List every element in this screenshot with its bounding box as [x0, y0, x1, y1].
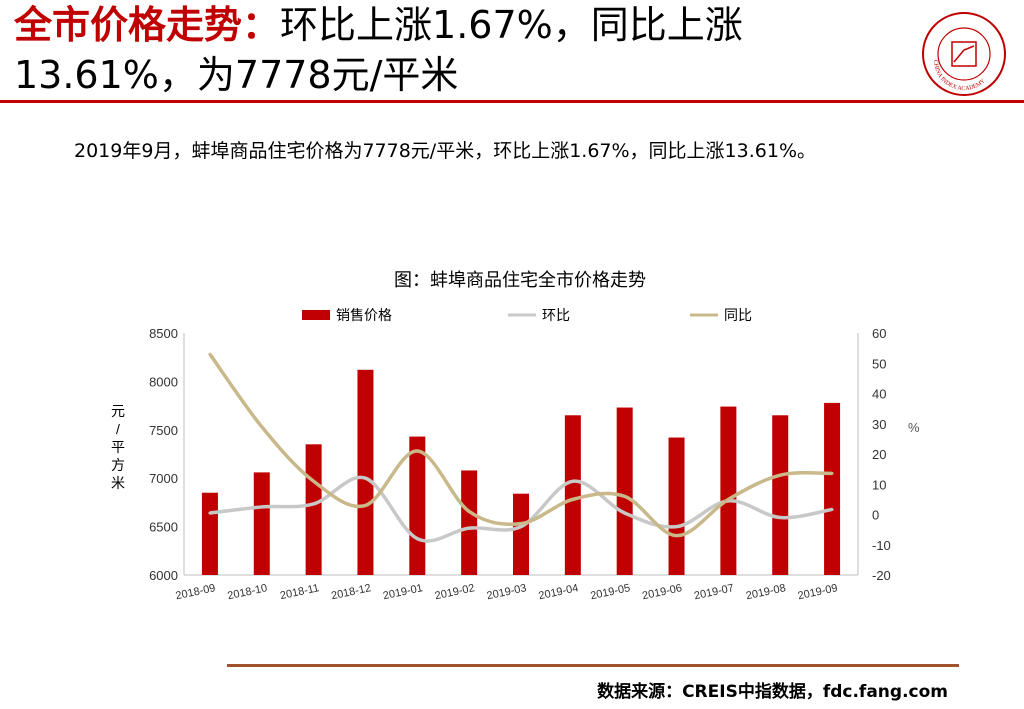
- y2-tick-label: 60: [872, 326, 886, 341]
- data-source: 数据来源：CREIS中指数据，fdc.fang.com: [597, 682, 948, 702]
- x-tick-label: 2018-09: [175, 582, 217, 602]
- x-tick-label: 2018-10: [226, 582, 268, 602]
- bar-series-price: [201, 369, 841, 575]
- bar-2019-03: [513, 493, 529, 575]
- x-tick-label: 2019-08: [745, 582, 787, 602]
- bar-2019-07: [720, 406, 737, 575]
- footer-divider: [227, 664, 959, 667]
- china-index-academy-logo: CHINA INDEX ACADEMY: [922, 12, 1006, 96]
- y2-tick-label: 50: [872, 356, 886, 371]
- summary-text: 2019年9月，蚌埠商品住宅价格为7778元/平米，环比上涨1.67%，同比上涨…: [74, 140, 817, 162]
- point-mom-2018-09: [208, 511, 212, 515]
- point-yoy-2019-09: [830, 471, 834, 475]
- y-tick-label: 7000: [149, 471, 178, 486]
- legend-label-mom: 环比: [542, 307, 570, 323]
- point-yoy-2019-04: [571, 497, 575, 501]
- point-yoy-2018-12: [363, 503, 367, 507]
- point-mom-2018-10: [260, 505, 264, 509]
- x-tick-label: 2019-06: [641, 582, 683, 602]
- bar-2019-08: [772, 415, 789, 575]
- point-mom-2019-08: [778, 516, 782, 520]
- y-tick-label: 6500: [149, 520, 178, 535]
- legend-label-yoy: 同比: [724, 307, 752, 323]
- x-tick-label: 2018-12: [330, 582, 372, 602]
- y2-tick-label: 0: [872, 508, 879, 523]
- bar-2019-02: [461, 470, 478, 575]
- y2-tick-label: 20: [872, 447, 886, 462]
- point-mom-2019-06: [675, 525, 679, 529]
- y-tick-label: 7500: [149, 423, 178, 438]
- x-tick-label: 2019-04: [537, 582, 579, 602]
- point-yoy-2019-02: [467, 509, 471, 513]
- point-yoy-2019-06: [675, 534, 679, 538]
- bar-2019-04: [564, 415, 581, 575]
- x-tick-label: 2019-09: [797, 582, 839, 602]
- x-tick-label: 2019-02: [434, 582, 476, 602]
- point-mom-2019-09: [830, 507, 834, 511]
- bar-2019-09: [824, 402, 841, 575]
- y2-tick-label: 10: [872, 477, 886, 492]
- point-yoy-2019-01: [415, 449, 419, 453]
- line-yoy: [208, 353, 833, 538]
- point-yoy-2019-07: [726, 497, 730, 501]
- bar-2019-05: [616, 407, 633, 575]
- point-mom-2019-05: [623, 511, 627, 515]
- x-tick-label: 2019-07: [693, 582, 735, 602]
- point-mom-2019-02: [467, 526, 471, 530]
- x-tick-label: 2019-05: [589, 582, 631, 602]
- title-divider: [0, 100, 1024, 103]
- point-mom-2019-03: [519, 525, 523, 529]
- point-yoy-2018-09: [208, 352, 212, 356]
- price-trend-chart: 图：蚌埠商品住宅全市价格走势 销售价格 环比 同比 元/平方米 % 8500 80…: [111, 270, 920, 602]
- page-title-highlight: 全市价格走势：: [14, 3, 281, 47]
- x-tick-label: 2018-11: [279, 582, 320, 602]
- chart-legend: 销售价格 环比 同比: [302, 307, 752, 323]
- point-yoy-2019-08: [778, 473, 782, 477]
- y2-tick-label: -20: [872, 568, 891, 583]
- bar-2018-11: [305, 444, 322, 575]
- y2-tick-label: -10: [872, 538, 891, 553]
- point-yoy-2018-10: [260, 425, 264, 429]
- page-title-rest: 环比上涨1.67%，同比上涨13.61%，为7778元/平米: [14, 3, 743, 97]
- bar-2018-10: [253, 472, 270, 575]
- point-yoy-2019-05: [623, 494, 627, 498]
- y-tick-label: 8000: [149, 374, 178, 389]
- point-mom-2019-01: [415, 537, 419, 541]
- page-title: 全市价格走势：环比上涨1.67%，同比上涨13.61%，为7778元/平米: [14, 0, 894, 100]
- bar-2019-06: [668, 437, 685, 575]
- legend-label-price: 销售价格: [336, 307, 392, 323]
- y-axis-label: 元/平方米: [111, 403, 125, 491]
- line-series: [208, 352, 834, 543]
- bar-2018-09: [201, 492, 218, 575]
- point-yoy-2019-03: [519, 522, 523, 526]
- point-mom-2018-11: [312, 502, 316, 506]
- y2-axis-label: %: [908, 420, 920, 435]
- y2-tick-label: 30: [872, 417, 886, 432]
- y-tick-label: 8500: [149, 326, 178, 341]
- chart-title: 图：蚌埠商品住宅全市价格走势: [394, 270, 646, 290]
- x-tick-label: 2019-03: [486, 582, 528, 602]
- bar-2018-12: [357, 369, 374, 575]
- x-tick-label: 2019-01: [382, 582, 424, 602]
- legend-swatch-price: [302, 310, 330, 320]
- point-mom-2019-04: [571, 479, 575, 483]
- point-mom-2018-12: [363, 476, 367, 480]
- point-yoy-2018-11: [312, 479, 316, 483]
- y2-tick-label: 40: [872, 387, 886, 402]
- bar-2019-01: [409, 436, 426, 575]
- y-tick-label: 6000: [149, 568, 178, 583]
